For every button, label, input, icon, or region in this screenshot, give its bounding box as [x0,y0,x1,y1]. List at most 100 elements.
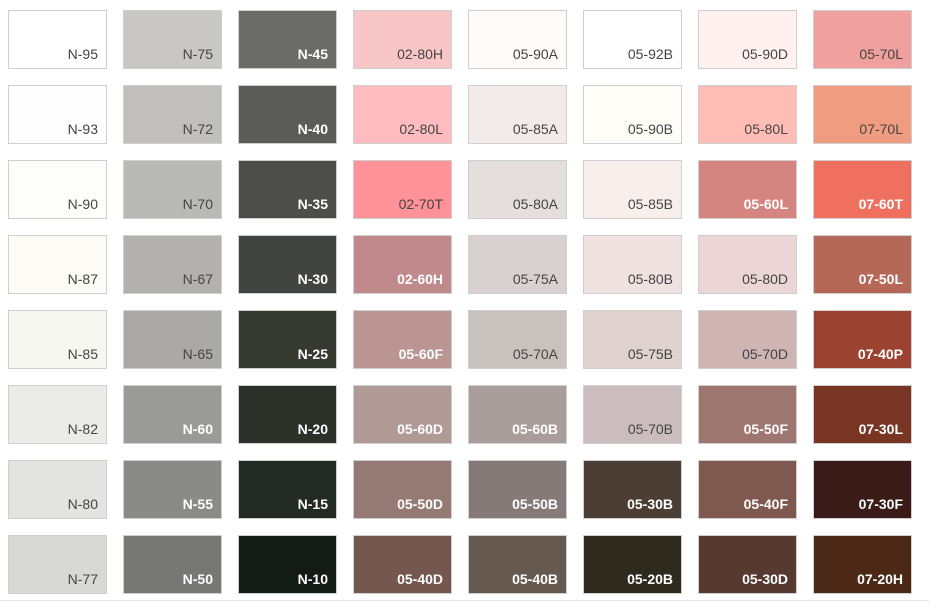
swatch-label: N-30 [297,271,328,287]
color-swatch[interactable]: 02-80L [353,85,452,144]
color-swatch[interactable]: 05-70A [468,310,567,369]
color-swatch[interactable]: 02-80H [353,10,452,69]
swatch-label: 05-85B [627,196,673,212]
swatch-label: N-72 [182,121,213,137]
color-swatch[interactable]: N-90 [8,160,107,219]
color-swatch[interactable]: 07-60T [813,160,912,219]
swatch-label: 05-80B [627,271,673,287]
color-swatch[interactable]: N-10 [238,535,337,594]
color-swatch[interactable]: 05-60L [698,160,797,219]
color-swatch[interactable]: 05-30D [698,535,797,594]
color-swatch[interactable]: N-80 [8,460,107,519]
color-swatch[interactable]: N-85 [8,310,107,369]
swatch-label: 05-90D [742,46,788,62]
color-swatch[interactable]: 05-60B [468,385,567,444]
color-swatch[interactable]: 05-80D [698,235,797,294]
swatch-label: 05-80L [744,121,788,137]
swatch-label: 07-20H [857,571,903,587]
swatch-label: N-75 [182,46,213,62]
color-swatch[interactable]: N-15 [238,460,337,519]
color-swatch[interactable]: 05-90A [468,10,567,69]
color-swatch[interactable]: N-20 [238,385,337,444]
color-swatch[interactable]: 02-60H [353,235,452,294]
swatch-label: 05-80D [742,271,788,287]
color-swatch[interactable]: 05-80L [698,85,797,144]
swatch-label: 05-30D [742,571,788,587]
color-swatch[interactable]: N-60 [123,385,222,444]
color-swatch[interactable]: 02-70T [353,160,452,219]
swatch-label: 05-40F [743,496,788,512]
swatch-label: N-35 [297,196,328,212]
swatch-label: 05-60D [397,421,443,437]
color-swatch[interactable]: N-45 [238,10,337,69]
color-swatch[interactable]: 05-75B [583,310,682,369]
color-swatch[interactable]: 05-50F [698,385,797,444]
color-swatch[interactable]: 07-20H [813,535,912,594]
color-swatch[interactable]: 07-40P [813,310,912,369]
swatch-label: N-45 [297,46,328,62]
color-swatch[interactable]: 05-85A [468,85,567,144]
color-swatch[interactable]: N-25 [238,310,337,369]
color-swatch[interactable]: 05-70D [698,310,797,369]
color-swatch[interactable]: 05-40D [353,535,452,594]
color-swatch[interactable]: 05-75A [468,235,567,294]
swatch-label: 05-90B [627,121,673,137]
color-swatch[interactable]: 05-80A [468,160,567,219]
color-swatch[interactable]: 07-70L [813,85,912,144]
color-swatch[interactable]: 05-60F [353,310,452,369]
color-swatch[interactable]: 07-30L [813,385,912,444]
swatch-label: 05-50D [397,496,443,512]
color-swatch[interactable]: 05-70B [583,385,682,444]
color-swatch[interactable]: N-65 [123,310,222,369]
color-swatch[interactable]: 05-90D [698,10,797,69]
color-swatch[interactable]: 05-85B [583,160,682,219]
color-swatch[interactable]: 05-30B [583,460,682,519]
swatch-label: 05-20B [627,571,673,587]
swatch-label: N-55 [182,496,213,512]
swatch-label: N-50 [182,571,213,587]
color-swatch[interactable]: N-55 [123,460,222,519]
color-swatch[interactable]: N-67 [123,235,222,294]
swatch-label: 07-50L [858,271,903,287]
color-swatch[interactable]: N-93 [8,85,107,144]
color-swatch[interactable]: 05-90B [583,85,682,144]
color-swatch[interactable]: N-30 [238,235,337,294]
swatch-label: N-87 [67,271,98,287]
swatch-label: 07-30L [858,421,903,437]
color-swatch[interactable]: N-70 [123,160,222,219]
color-swatch[interactable]: 07-30F [813,460,912,519]
color-swatch[interactable]: N-87 [8,235,107,294]
swatch-label: N-67 [182,271,213,287]
swatch-label: N-77 [67,571,98,587]
color-swatch[interactable]: 05-60D [353,385,452,444]
swatch-label: 05-50F [743,421,788,437]
color-swatch[interactable]: 05-92B [583,10,682,69]
color-swatch[interactable]: N-77 [8,535,107,594]
color-swatch[interactable]: 05-80B [583,235,682,294]
swatch-label: 05-80A [512,196,558,212]
color-swatch[interactable]: N-50 [123,535,222,594]
color-swatch[interactable]: N-75 [123,10,222,69]
color-swatch[interactable]: N-40 [238,85,337,144]
color-swatch[interactable]: N-72 [123,85,222,144]
color-swatch[interactable]: 05-40F [698,460,797,519]
swatch-label: N-65 [182,346,213,362]
color-swatch[interactable]: 05-50B [468,460,567,519]
color-swatch[interactable]: 05-70L [813,10,912,69]
color-swatch[interactable]: N-35 [238,160,337,219]
swatch-label: N-15 [297,496,328,512]
color-swatch[interactable]: 07-50L [813,235,912,294]
swatch-label: N-20 [297,421,328,437]
color-swatch[interactable]: N-82 [8,385,107,444]
swatch-label: 05-70L [859,46,903,62]
color-swatch[interactable]: N-95 [8,10,107,69]
swatch-label: N-25 [297,346,328,362]
swatch-label: 07-30F [858,496,903,512]
color-swatch[interactable]: 05-50D [353,460,452,519]
color-swatch[interactable]: 05-40B [468,535,567,594]
swatch-label: N-70 [182,196,213,212]
swatch-label: 05-75A [512,271,558,287]
color-swatch[interactable]: 05-20B [583,535,682,594]
swatch-label: 05-92B [627,46,673,62]
